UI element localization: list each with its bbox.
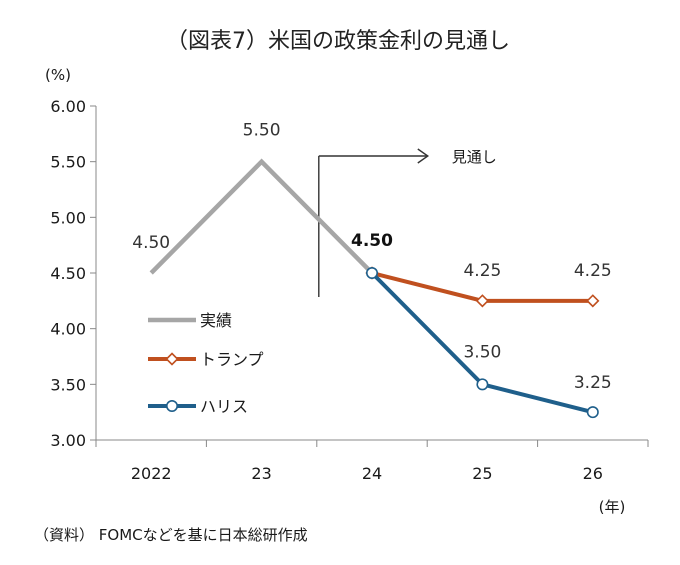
data-label: 3.50 bbox=[463, 342, 501, 362]
y-tick-label: 6.00 bbox=[50, 97, 86, 116]
y-tick-label: 5.50 bbox=[50, 153, 86, 172]
axes: 3.00 3.50 4.00 4.50 5.00 5.50 6.00 2022 23 24 25 26 bbox=[50, 97, 649, 483]
legend-marker-3 bbox=[166, 399, 179, 412]
series-line-1 bbox=[149, 158, 374, 275]
data-label: 4.50 bbox=[351, 231, 393, 251]
y-tick-label: 3.00 bbox=[50, 431, 86, 450]
forecast-annotation: 見通し bbox=[318, 148, 497, 297]
forecast-label: 見通し bbox=[452, 148, 497, 166]
data-label: 4.25 bbox=[574, 261, 612, 281]
data-label: 5.50 bbox=[243, 121, 281, 141]
y-tick-label: 3.50 bbox=[50, 375, 86, 394]
legend-label-2: トランプ bbox=[200, 350, 264, 369]
legend-label-1: 実績 bbox=[200, 311, 232, 330]
x-tick-label: 23 bbox=[251, 464, 271, 483]
series-point-2 bbox=[475, 294, 490, 308]
data-label: 4.25 bbox=[463, 261, 501, 281]
y-unit-label: (%) bbox=[45, 66, 71, 84]
series-point-3 bbox=[586, 406, 599, 419]
x-tick-label: 24 bbox=[362, 464, 382, 483]
series-point-2 bbox=[586, 294, 600, 308]
y-tick-label: 4.00 bbox=[50, 320, 86, 339]
y-tick-label: 5.00 bbox=[50, 208, 86, 227]
chart-title: （図表7）米国の政策金利の見通し bbox=[166, 29, 510, 54]
x-tick-label: 26 bbox=[583, 464, 603, 483]
legend-label-3: ハリス bbox=[200, 397, 248, 416]
data-label: 4.50 bbox=[132, 233, 170, 253]
x-tick-label: 2022 bbox=[131, 464, 172, 483]
x-unit-label: (年) bbox=[599, 498, 626, 516]
series-point-3 bbox=[476, 378, 489, 391]
data-label: 3.25 bbox=[574, 373, 612, 393]
series-layer bbox=[149, 158, 600, 419]
forecast-arrow-head bbox=[417, 148, 430, 164]
series-point-3 bbox=[365, 266, 378, 279]
legend-marker-2 bbox=[165, 352, 179, 366]
x-tick-label: 25 bbox=[472, 464, 492, 483]
source-note: （資料） FOMCなどを基に日本総研作成 bbox=[34, 526, 308, 544]
y-tick-label: 4.50 bbox=[50, 264, 86, 283]
data-labels: 4.50 5.50 4.25 4.25 4.50 3.50 3.25 bbox=[132, 121, 612, 393]
